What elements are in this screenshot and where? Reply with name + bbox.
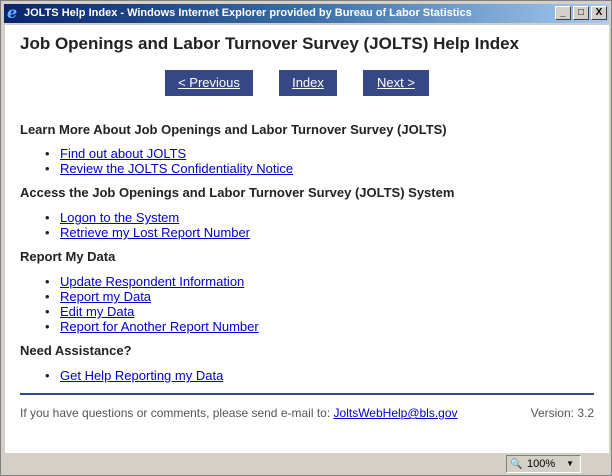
chevron-down-icon[interactable]: ▼ <box>566 459 574 468</box>
zoom-control[interactable]: 🔍 100% ▼ <box>506 455 581 473</box>
version-label: Version: 3.2 <box>530 406 594 420</box>
assistance-links: Get Help Reporting my Data <box>45 368 223 383</box>
previous-button[interactable]: < Previous <box>165 70 253 96</box>
page-content: Job Openings and Labor Turnover Survey (… <box>5 25 609 453</box>
section-heading-assistance: Need Assistance? <box>20 343 132 358</box>
zoom-magnifier-icon: 🔍 <box>510 459 523 470</box>
page-title: Job Openings and Labor Turnover Survey (… <box>20 34 520 53</box>
access-links: Logon to the System Retrieve my Lost Rep… <box>45 210 250 240</box>
link-report-another[interactable]: Report for Another Report Number <box>60 319 259 334</box>
next-button[interactable]: Next > <box>363 70 429 96</box>
footer: If you have questions or comments, pleas… <box>20 406 594 420</box>
close-button[interactable]: X <box>591 6 607 20</box>
link-find-out-about-jolts[interactable]: Find out about JOLTS <box>60 146 187 161</box>
footer-text: If you have questions or comments, pleas… <box>20 406 331 420</box>
link-logon[interactable]: Logon to the System <box>60 210 180 225</box>
section-heading-access: Access the Job Openings and Labor Turnov… <box>20 185 455 200</box>
link-report-my-data[interactable]: Report my Data <box>60 289 152 304</box>
status-bar: 🔍 100% ▼ <box>4 454 609 474</box>
link-update-respondent[interactable]: Update Respondent Information <box>60 274 245 289</box>
link-edit-my-data[interactable]: Edit my Data <box>60 304 135 319</box>
maximize-button[interactable]: □ <box>573 6 589 20</box>
learn-links: Find out about JOLTS Review the JOLTS Co… <box>45 146 293 176</box>
email-link[interactable]: JoltsWebHelp@bls.gov <box>333 406 458 420</box>
ie-icon: e <box>7 3 18 22</box>
minimize-button[interactable]: _ <box>555 6 571 20</box>
window-title: JOLTS Help Index - Windows Internet Expl… <box>24 7 472 19</box>
link-retrieve-report-number[interactable]: Retrieve my Lost Report Number <box>60 225 251 240</box>
section-heading-learn: Learn More About Job Openings and Labor … <box>20 122 447 137</box>
index-button[interactable]: Index <box>279 70 337 96</box>
link-confidentiality-notice[interactable]: Review the JOLTS Confidentiality Notice <box>60 161 294 176</box>
link-get-help[interactable]: Get Help Reporting my Data <box>60 368 224 383</box>
title-bar: e JOLTS Help Index - Windows Internet Ex… <box>4 4 609 23</box>
footer-divider <box>20 393 594 395</box>
zoom-level: 100% <box>527 458 556 470</box>
report-links: Update Respondent Information Report my … <box>45 274 259 334</box>
section-heading-report: Report My Data <box>20 249 116 264</box>
